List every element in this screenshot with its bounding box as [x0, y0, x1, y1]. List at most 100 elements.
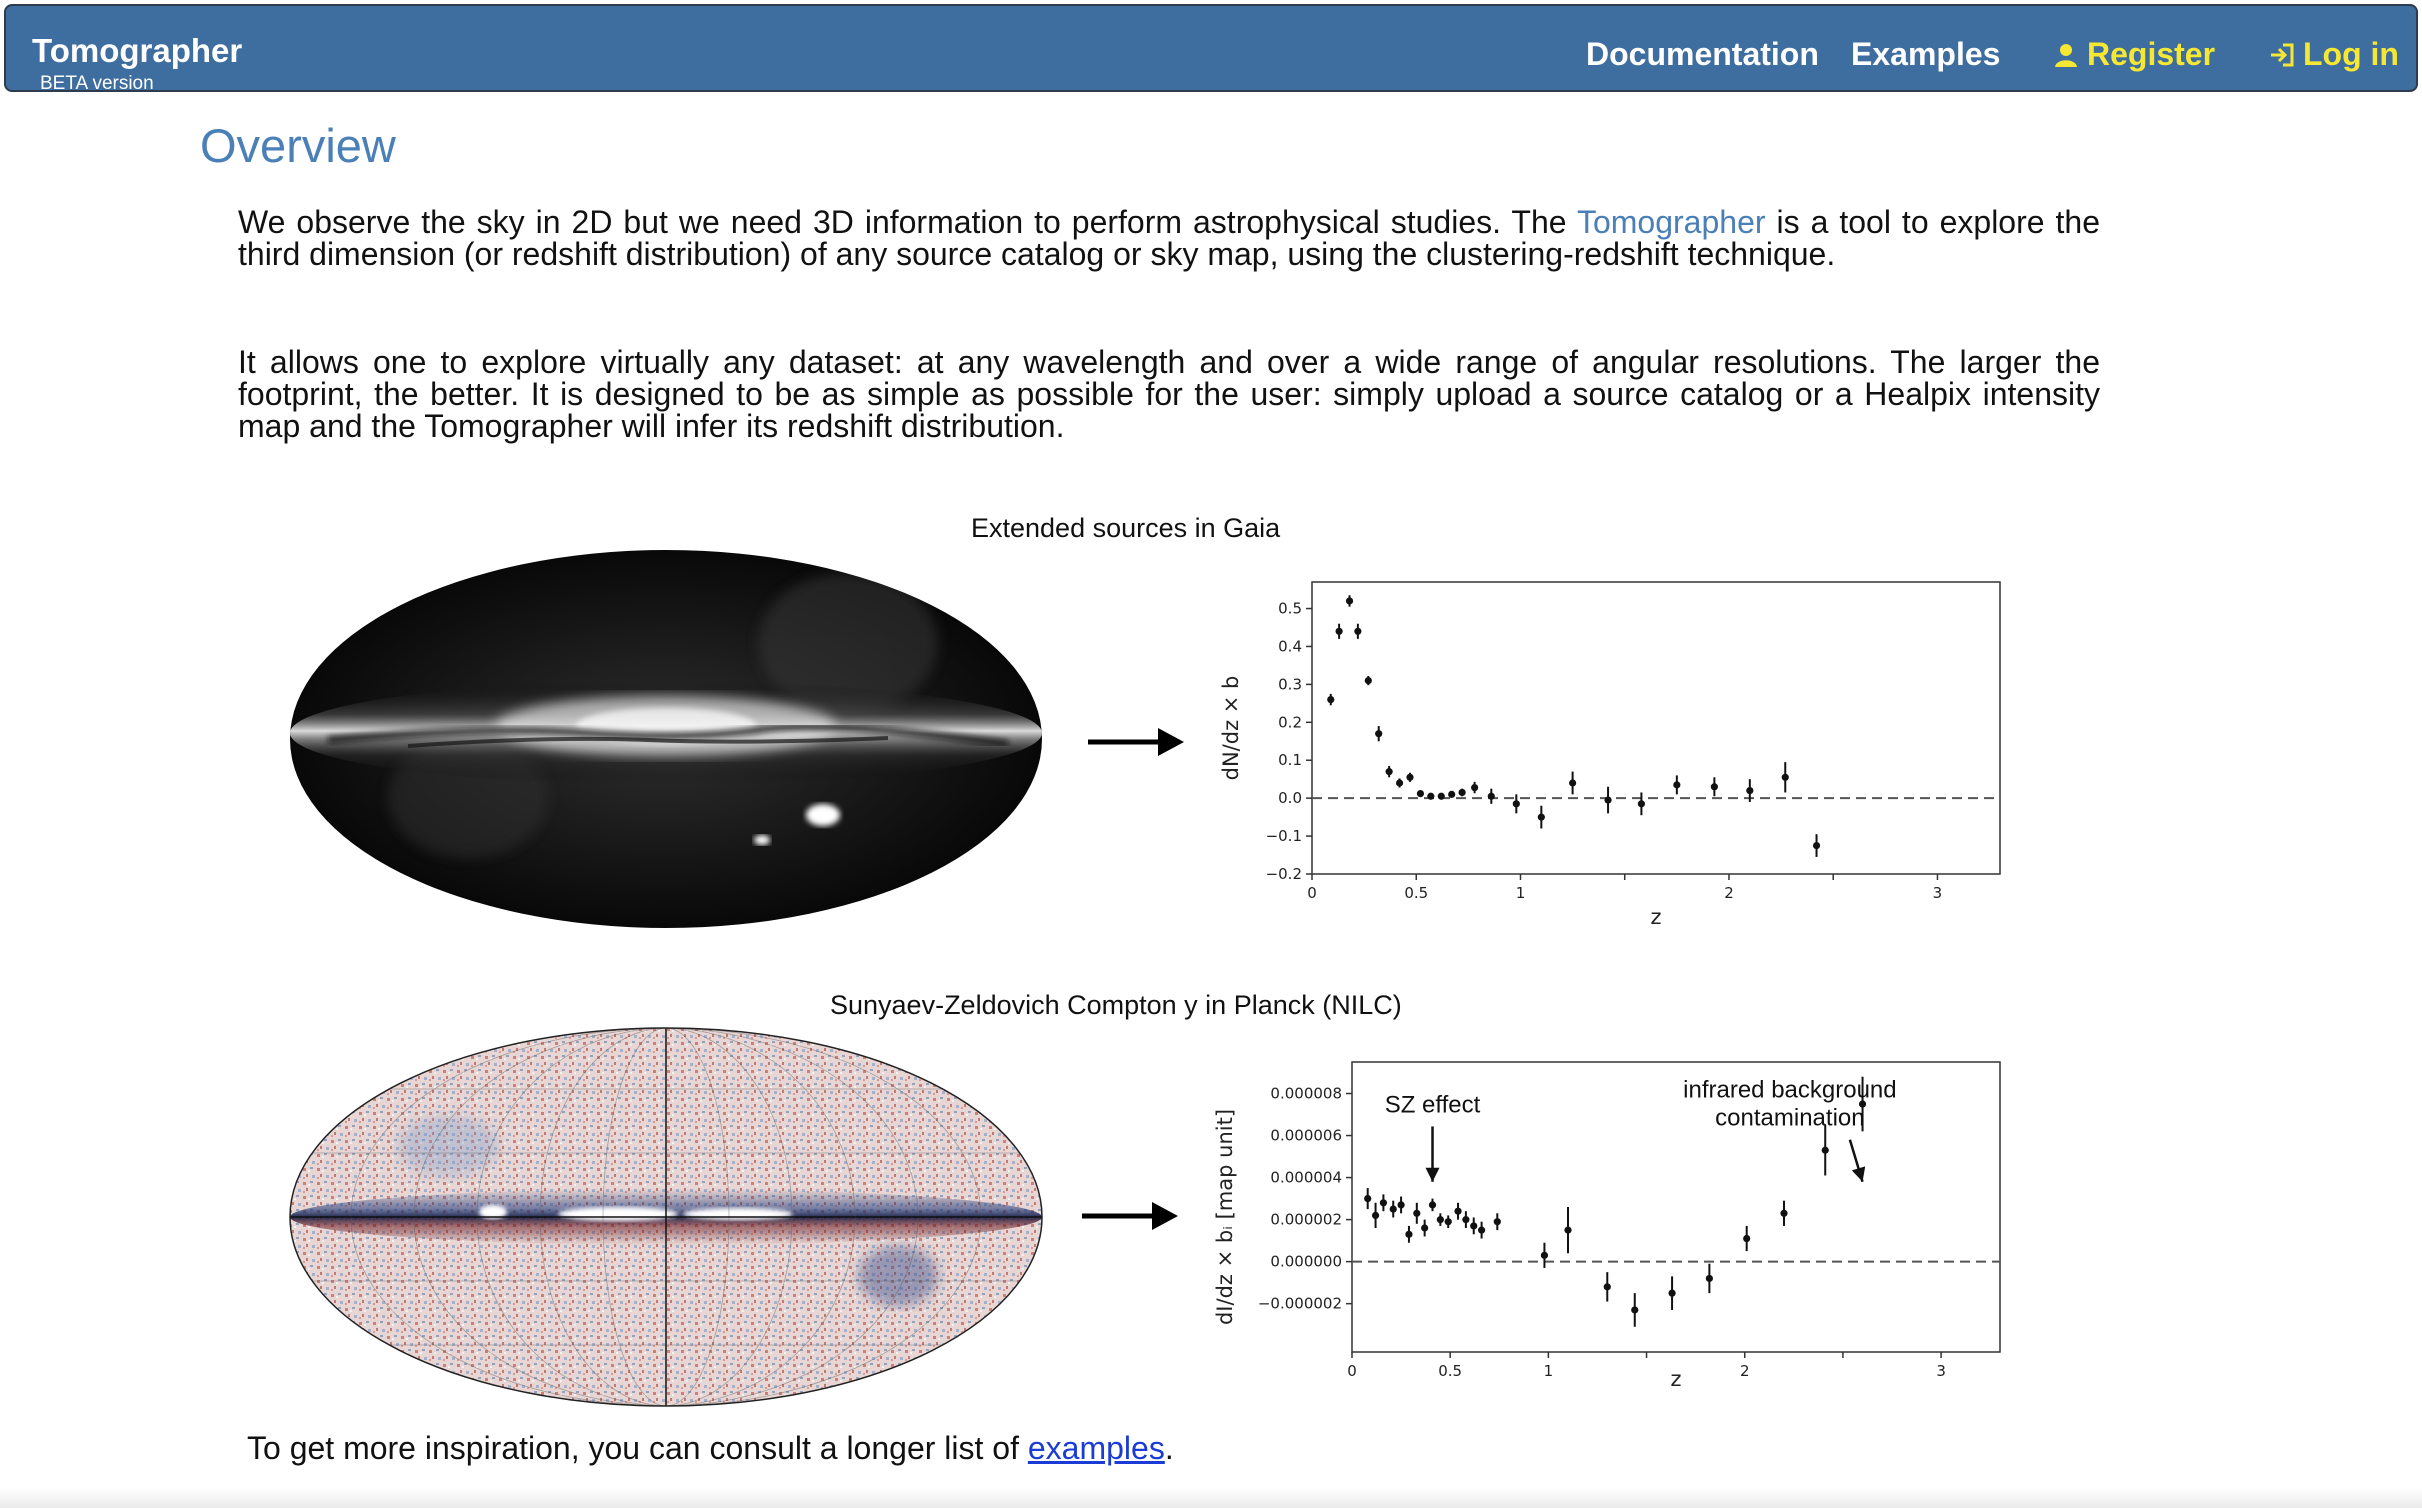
data-point: [1540, 1251, 1549, 1259]
data-point: [1437, 792, 1445, 800]
nav-examples-link[interactable]: Examples: [1851, 38, 2000, 70]
data-point: [1345, 597, 1354, 605]
x-tick-label: 0: [1307, 884, 1317, 902]
y-tick-label: −0.2: [1266, 865, 1302, 883]
data-point: [1335, 627, 1343, 635]
data-point: [1493, 1218, 1501, 1226]
y-tick-label: −0.000002: [1258, 1295, 1342, 1313]
data-point: [1436, 1216, 1444, 1224]
data-point: [1364, 1194, 1372, 1203]
x-tick-label: 0.5: [1438, 1362, 1462, 1380]
data-point: [1406, 773, 1414, 781]
plot1-ylabel: dN/dz × b: [1219, 676, 1243, 781]
x-tick-label: 0: [1347, 1362, 1357, 1380]
annotation-arrowhead: [1425, 1167, 1440, 1182]
data-point: [1454, 1207, 1462, 1215]
data-point: [1537, 813, 1545, 821]
data-point: [1512, 800, 1520, 808]
x-tick-label: 1: [1516, 884, 1526, 902]
data-point: [1405, 1230, 1413, 1238]
data-point: [1444, 1218, 1452, 1226]
y-tick-label: 0.2: [1278, 713, 1302, 731]
data-point: [1385, 768, 1393, 776]
beta-label: BETA version: [40, 73, 154, 94]
annotation-arrowhead: [1851, 1166, 1866, 1182]
data-point: [1397, 1201, 1405, 1209]
plot1-xlabel: z: [1650, 905, 1661, 929]
nav-login-link[interactable]: Log in: [2269, 38, 2399, 70]
data-point: [1604, 796, 1612, 804]
footer-paragraph: To get more inspiration, you can consult…: [247, 1432, 1174, 1464]
plot2-xlabel: z: [1670, 1367, 1681, 1391]
data-point: [1821, 1146, 1829, 1154]
y-tick-label: 0.000004: [1270, 1169, 1342, 1187]
plot2-frame: [1351, 1061, 2001, 1353]
top-navbar: Tomographer BETA version Documentation E…: [4, 4, 2418, 94]
data-point: [1705, 1274, 1713, 1283]
plot2-ylabel: dI/dz × bᵢ [map unit]: [1213, 1109, 1237, 1325]
annotation-text: SZ effect: [1385, 1091, 1481, 1118]
y-tick-label: 0.000000: [1270, 1253, 1342, 1271]
planck-sky-map: [289, 1027, 1043, 1407]
bottom-fade: [0, 1488, 2422, 1508]
nav-examples-label: Examples: [1851, 36, 2001, 72]
data-point: [1743, 1234, 1751, 1243]
x-tick-label: 2: [1724, 884, 1734, 902]
data-point: [1421, 1224, 1429, 1232]
data-point: [1780, 1209, 1788, 1217]
nav-documentation-label: Documentation: [1586, 36, 1819, 72]
annotation-text: infrared background: [1683, 1077, 1896, 1104]
data-point: [1781, 773, 1789, 781]
data-point: [1710, 783, 1718, 791]
y-tick-label: 0.0: [1278, 789, 1302, 807]
data-point: [1631, 1306, 1639, 1314]
data-point: [1375, 730, 1383, 738]
x-tick-label: 2: [1740, 1362, 1750, 1380]
data-point: [1564, 1226, 1572, 1234]
y-tick-label: −0.1: [1266, 827, 1302, 845]
x-tick-label: 3: [1933, 884, 1943, 902]
tomographer-link[interactable]: Tomographer: [1576, 204, 1766, 240]
y-tick-label: 0.3: [1278, 675, 1302, 693]
footer-text-end: .: [1164, 1430, 1174, 1466]
y-tick-label: 0.000008: [1270, 1085, 1342, 1103]
gaia-redshift-plot: 0.5 0.4 0.3 0.2 0.1 0.0 −0.1 −0.2 0 0.5 1 2 3 z dN/…: [1219, 581, 2001, 929]
user-icon: [2055, 44, 2077, 67]
data-point: [1354, 627, 1362, 635]
arrow-right-icon: [1088, 728, 1184, 756]
login-icon: [2271, 43, 2294, 67]
data-point: [1379, 1199, 1388, 1207]
data-point: [1673, 781, 1681, 789]
data-point: [1470, 1222, 1478, 1230]
examples-link[interactable]: examples: [1027, 1430, 1165, 1466]
data-point: [1448, 790, 1456, 798]
data-point: [1413, 1209, 1421, 1217]
brand-title[interactable]: Tomographer: [32, 32, 243, 69]
data-point: [1668, 1289, 1676, 1297]
data-point: [1487, 792, 1495, 800]
data-point: [1858, 1100, 1867, 1108]
y-tick-label: 0.4: [1278, 637, 1302, 655]
data-point: [1471, 783, 1479, 792]
figure2-title: Sunyaev-Zeldovich Compton y in Planck (N…: [830, 990, 1402, 1020]
y-tick-label: 0.000002: [1270, 1211, 1342, 1229]
footer-text-start: To get more inspiration, you can consult…: [247, 1430, 1028, 1466]
data-point: [1395, 779, 1404, 787]
intro-text-start: We observe the sky in 2D but we need 3D …: [238, 204, 1577, 240]
data-point: [1569, 779, 1577, 787]
y-tick-label: 0.1: [1278, 751, 1302, 769]
intro-paragraph: We observe the sky in 2D but we need 3D …: [238, 206, 2100, 270]
data-point: [1458, 788, 1466, 797]
annotation-text: contamination: [1715, 1105, 1864, 1132]
nav-documentation-link[interactable]: Documentation: [1586, 38, 1819, 70]
data-point: [1364, 676, 1372, 685]
data-point: [1327, 695, 1335, 704]
x-tick-label: 3: [1936, 1362, 1946, 1380]
data-point: [1478, 1226, 1486, 1234]
data-point: [1637, 800, 1646, 808]
x-tick-label: 1: [1544, 1362, 1554, 1380]
gaia-sky-map: [290, 550, 1042, 928]
y-tick-label: 0.5: [1278, 600, 1302, 618]
y-tick-label: 0.000006: [1270, 1127, 1342, 1145]
nav-register-link[interactable]: Register: [2053, 38, 2215, 70]
